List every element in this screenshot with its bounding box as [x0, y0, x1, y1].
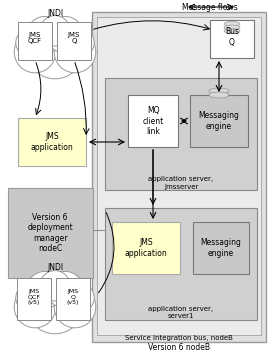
- Text: Message flows: Message flows: [182, 2, 238, 12]
- Text: JNDI: JNDI: [47, 8, 63, 18]
- Circle shape: [47, 17, 83, 53]
- Text: JMS
QCF: JMS QCF: [28, 31, 42, 44]
- Text: JNDI: JNDI: [47, 264, 63, 272]
- Ellipse shape: [209, 88, 229, 94]
- Text: JMS
application: JMS application: [31, 132, 73, 152]
- Ellipse shape: [224, 21, 240, 26]
- Text: application server,
server1: application server, server1: [148, 307, 214, 320]
- Text: JMS
Q: JMS Q: [68, 31, 80, 44]
- Text: JMS
Q
(v5): JMS Q (v5): [67, 289, 79, 305]
- Circle shape: [65, 283, 94, 312]
- Circle shape: [27, 17, 63, 53]
- Circle shape: [27, 271, 63, 308]
- Bar: [18, 118, 86, 166]
- Bar: [57, 22, 91, 60]
- Bar: [18, 22, 52, 60]
- Text: JMS
QCF
(v5): JMS QCF (v5): [28, 289, 40, 305]
- Bar: [56, 278, 90, 320]
- Circle shape: [54, 31, 96, 73]
- Circle shape: [54, 286, 96, 328]
- Circle shape: [16, 283, 45, 312]
- Text: application server,
jmsserver: application server, jmsserver: [148, 176, 214, 189]
- Text: JMS
application: JMS application: [125, 238, 167, 258]
- Ellipse shape: [209, 92, 229, 98]
- Bar: [105, 208, 257, 320]
- Text: MQ
client
link: MQ client link: [142, 106, 164, 136]
- Bar: [112, 222, 180, 274]
- Circle shape: [26, 276, 84, 334]
- Bar: [92, 12, 266, 342]
- Text: Version 6 nodeB: Version 6 nodeB: [148, 342, 210, 352]
- Bar: [105, 78, 257, 190]
- Circle shape: [16, 29, 45, 57]
- Text: Q: Q: [229, 38, 235, 48]
- Circle shape: [26, 21, 84, 79]
- Bar: [17, 278, 51, 320]
- Circle shape: [14, 31, 56, 73]
- Circle shape: [47, 271, 83, 308]
- Text: Messaging
engine: Messaging engine: [198, 111, 239, 131]
- Bar: [190, 95, 248, 147]
- Text: Bus: Bus: [225, 27, 239, 37]
- Circle shape: [65, 29, 94, 57]
- Bar: [97, 17, 261, 335]
- Ellipse shape: [224, 29, 240, 33]
- Bar: [8, 188, 93, 278]
- Text: Messaging
engine: Messaging engine: [201, 238, 241, 258]
- Bar: [210, 20, 254, 58]
- Ellipse shape: [224, 25, 240, 30]
- Text: Version 6
deployment
manager
nodeC: Version 6 deployment manager nodeC: [27, 213, 73, 253]
- Bar: [128, 95, 178, 147]
- Circle shape: [14, 286, 56, 328]
- Circle shape: [40, 271, 70, 301]
- Bar: [193, 222, 249, 274]
- Circle shape: [40, 15, 70, 46]
- Text: Service integration bus, nodeB: Service integration bus, nodeB: [125, 335, 233, 341]
